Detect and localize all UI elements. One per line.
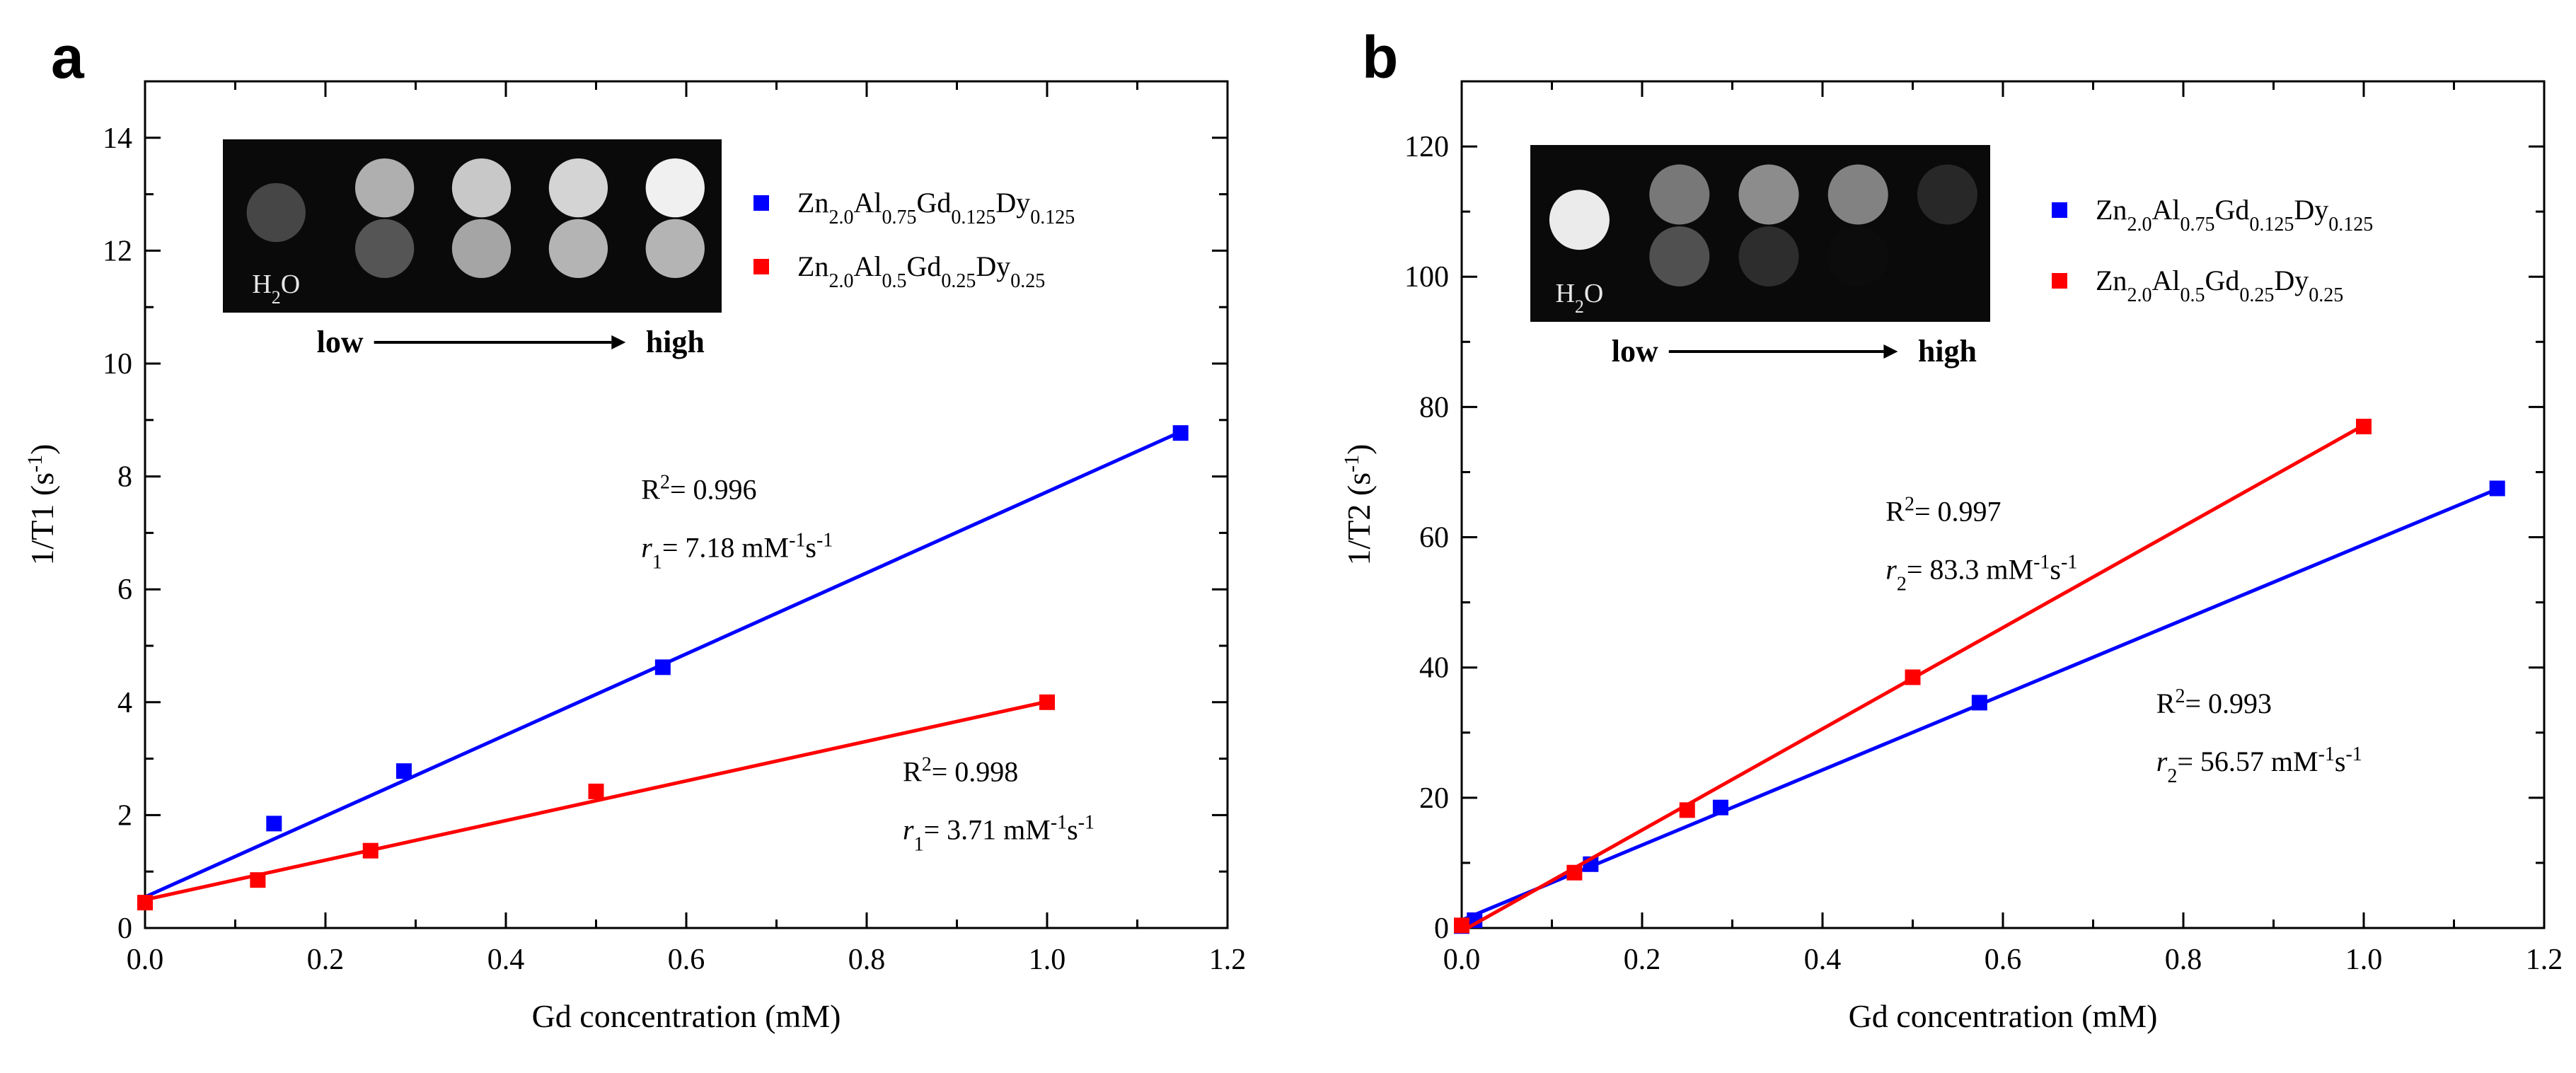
mri-sample-well	[354, 158, 415, 218]
mri-sample-well	[1738, 164, 1799, 225]
data-point	[1454, 917, 1469, 934]
y-axis-label: 1/T2 (s-1)	[1340, 444, 1377, 566]
legend-marker	[753, 259, 769, 274]
mri-sample-well	[354, 219, 415, 278]
data-point	[1712, 799, 1728, 816]
y-tick-label: 0	[117, 912, 132, 945]
y-tick-label: 4	[117, 687, 132, 719]
y-tick-label: 100	[1404, 261, 1449, 294]
r-squared-label: R2= 0.996	[641, 471, 756, 506]
x-tick-label: 1.0	[2345, 944, 2383, 976]
relaxivity-label: r1= 3.71 mM-1s-1	[903, 811, 1094, 855]
panel-letter-a: a	[51, 24, 85, 91]
y-tick-label: 120	[1404, 131, 1449, 163]
y-tick-label: 60	[1419, 522, 1449, 555]
mri-sample-well	[1649, 164, 1710, 225]
arrow-head-icon	[611, 335, 626, 349]
x-tick-label: 0.8	[848, 944, 886, 976]
mri-sample-well	[645, 219, 705, 278]
y-tick-label: 20	[1419, 782, 1449, 815]
water-label: H2O	[252, 269, 300, 308]
x-tick-label: 0.8	[2165, 944, 2202, 976]
mri-sample-well	[1917, 164, 1977, 225]
relaxivity-label: r2= 83.3 mM-1s-1	[1885, 551, 2077, 595]
x-tick-label: 1.2	[1209, 944, 1247, 976]
data-point	[250, 872, 266, 888]
legend-entry: Zn2.0Al0.5Gd0.25Dy0.25	[2096, 265, 2343, 306]
legend-entry: Zn2.0Al0.75Gd0.125Dy0.125	[2096, 194, 2373, 236]
x-tick-label: 1.0	[1029, 944, 1066, 976]
low-label: low	[1612, 334, 1658, 369]
mri-sample-well	[1549, 190, 1610, 250]
data-point	[395, 763, 412, 779]
y-tick-label: 12	[103, 235, 132, 267]
x-tick-label: 1.2	[2526, 944, 2563, 976]
y-tick-label: 10	[103, 348, 132, 381]
mri-sample-well	[1917, 226, 1977, 286]
relaxivity-label: r2= 56.57 mM-1s-1	[2156, 743, 2362, 787]
mri-sample-well	[1827, 164, 1888, 225]
panel-letter-b: b	[1362, 24, 1398, 91]
x-tick-label: 0.0	[1443, 944, 1481, 976]
data-point	[1172, 425, 1189, 441]
y-tick-label: 14	[103, 122, 132, 155]
mri-sample-well	[548, 158, 608, 218]
mri-sample-well	[451, 158, 512, 218]
mri-sample-well	[1738, 226, 1799, 286]
data-point	[137, 895, 153, 911]
y-tick-label: 6	[117, 574, 132, 606]
high-label: high	[646, 325, 705, 359]
x-tick-label: 0.6	[1985, 944, 2022, 976]
x-tick-label: 0.0	[127, 944, 164, 976]
y-axis-label: 1/T1 (s-1)	[23, 444, 61, 566]
data-point	[362, 842, 379, 859]
y-tick-label: 2	[117, 799, 132, 832]
low-label: low	[317, 325, 364, 359]
chart-panel-b: 0.0 0.2 0.4 0.6 0.8 1.0 1.2 0 20 40 60 80 100 120 Gd c…	[1340, 80, 2563, 1034]
legend-marker	[2052, 273, 2067, 289]
arrow-head-icon	[1883, 344, 1898, 359]
data-point	[1566, 864, 1583, 881]
data-point	[1467, 912, 1483, 928]
data-point	[2489, 480, 2505, 497]
data-point	[1971, 695, 1987, 711]
data-point	[1679, 802, 1695, 818]
y-tick-label: 0	[1434, 912, 1449, 945]
x-tick-label: 0.4	[487, 944, 525, 976]
y-tick-label: 80	[1419, 391, 1449, 424]
x-axis-label: Gd concentration (mM)	[532, 998, 841, 1034]
x-tick-label: 0.2	[307, 944, 345, 976]
x-tick-label: 0.2	[1624, 944, 1661, 976]
data-point	[588, 783, 604, 799]
legend-marker	[2052, 202, 2067, 218]
r-squared-label: R2= 0.993	[2156, 685, 2272, 720]
x-tick-label: 0.6	[668, 944, 705, 976]
legend-entry: Zn2.0Al0.5Gd0.25Dy0.25	[797, 250, 1045, 292]
r-squared-label: R2= 0.997	[1885, 493, 2001, 528]
water-label: H2O	[1555, 279, 1603, 317]
legend-entry: Zn2.0Al0.75Gd0.125Dy0.125	[797, 187, 1075, 228]
legend-marker	[753, 195, 769, 211]
x-axis-label: Gd concentration (mM)	[1849, 998, 2158, 1034]
data-point	[654, 659, 671, 675]
fit-line	[144, 700, 1048, 902]
chart-panel-a: 0.0 0.2 0.4 0.6 0.8 1.0 1.2 0 2 4 6 8 10 12 14 Gd conce…	[23, 80, 1247, 1034]
relaxivity-label: r1= 7.18 mM-1s-1	[641, 529, 833, 573]
data-point	[266, 816, 282, 832]
mri-sample-well	[1827, 226, 1888, 286]
mri-sample-well	[548, 219, 608, 278]
x-tick-label: 0.4	[1804, 944, 1842, 976]
mri-sample-well	[246, 182, 306, 243]
data-point	[1905, 669, 1921, 685]
data-point	[1039, 694, 1055, 710]
r-squared-label: R2= 0.998	[903, 753, 1018, 788]
mri-sample-well	[1649, 226, 1710, 286]
y-tick-label: 8	[117, 461, 132, 494]
y-tick-label: 40	[1419, 652, 1449, 685]
mri-sample-well	[451, 219, 512, 278]
mri-sample-well	[645, 158, 705, 218]
data-point	[2356, 419, 2372, 435]
high-label: high	[1918, 334, 1977, 369]
